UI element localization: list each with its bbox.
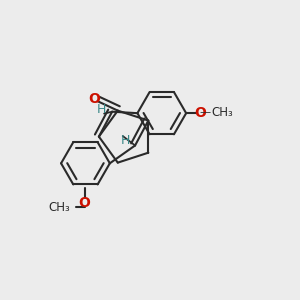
Text: CH₃: CH₃: [49, 200, 70, 214]
Text: CH₃: CH₃: [212, 106, 233, 119]
Text: O: O: [88, 92, 100, 106]
Text: H: H: [120, 134, 130, 147]
Text: —: —: [200, 108, 211, 118]
Text: O: O: [79, 196, 91, 210]
Text: H: H: [96, 103, 106, 116]
Text: O: O: [194, 106, 206, 120]
